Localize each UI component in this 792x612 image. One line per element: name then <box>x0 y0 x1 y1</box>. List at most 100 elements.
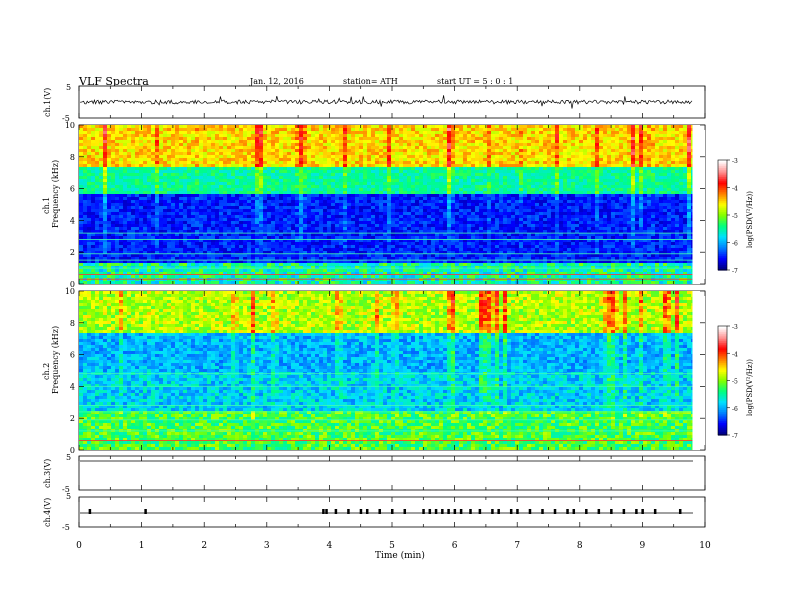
freq-tick-label: 6 <box>70 185 75 194</box>
ch4-spike <box>635 509 638 514</box>
colorbar-tick-label: -5 <box>732 213 738 220</box>
ch4-spike <box>391 509 394 514</box>
ch3-waveform-panel: 5 -5 ch.3(V) <box>43 453 706 494</box>
ch1-spectrogram-panel: 10 8 6 4 2 0 ch.1 Frequency (kHz) <box>42 121 706 289</box>
x-axis-tick-labels: 0 1 2 3 4 5 6 7 8 9 10 <box>76 541 711 551</box>
x-tick-label: 10 <box>699 541 711 551</box>
ch4-spike <box>322 509 325 514</box>
x-tick-label: 5 <box>389 541 395 551</box>
ch4-spike <box>144 509 147 514</box>
freq-tick-label: 0 <box>70 280 75 289</box>
x-tick-label: 3 <box>264 541 270 551</box>
ch4-spike <box>459 509 463 514</box>
ch1-spec-ylabel: Frequency (kHz) <box>51 160 60 228</box>
x-tick-label: 6 <box>452 541 458 551</box>
freq-tick-label: 0 <box>70 446 75 455</box>
start-ut-label: start UT = 5 : 0 : 1 <box>437 77 513 86</box>
ch2-colorbar: -3 -4 -5 -6 -7 log(PSD(V²/Hz)) <box>717 324 754 440</box>
colorbar-tick-label: -6 <box>732 406 738 413</box>
ch4-wave-label: ch.4(V) <box>43 498 52 527</box>
ch4-spike <box>622 509 626 514</box>
ch4-spike <box>447 509 450 514</box>
x-axis-label: Time (min) <box>375 550 425 561</box>
freq-tick-label: 8 <box>70 153 75 162</box>
ch4-spikes <box>88 509 682 514</box>
ch3-wave-tick-bottom: -5 <box>62 485 70 494</box>
ch4-spike <box>88 509 92 514</box>
ch4-spike <box>572 509 576 514</box>
freq-tick-label: 10 <box>65 287 75 296</box>
figure-title: VLF Spectra <box>78 75 149 88</box>
ch4-spike <box>422 509 425 514</box>
ch2-spectrogram-image <box>79 291 705 450</box>
ch4-spike <box>325 509 328 514</box>
ch4-spike <box>469 509 472 514</box>
ch2-spectrogram-panel: 10 8 6 4 2 0 ch.2 Frequency (kHz) <box>42 287 706 455</box>
ch4-wave-tick-top: 5 <box>66 492 71 501</box>
x-tick-label: 2 <box>201 541 207 551</box>
ch4-spike <box>334 509 338 514</box>
x-tick-label: 4 <box>327 541 333 551</box>
ch1-waveform-panel: 5 -5 ch.1(V) <box>43 83 706 123</box>
station-label: station= ATH <box>343 77 398 86</box>
ch3-wave-label: ch.3(V) <box>43 459 52 488</box>
ch1-colorbar-label: log(PSD(V²/Hz)) <box>746 191 754 248</box>
ch4-spike <box>434 509 438 514</box>
ch4-spike <box>528 509 532 514</box>
ch4-spike <box>566 509 569 514</box>
ch4-spike <box>585 509 588 514</box>
ch1-trace <box>79 95 693 109</box>
x-tick-label: 8 <box>577 541 583 551</box>
ch4-spike <box>497 509 500 514</box>
ch4-spike <box>441 509 444 514</box>
ch4-spike <box>428 509 432 514</box>
colorbar-tick-label: -4 <box>732 186 738 193</box>
ch4-spike <box>541 509 544 514</box>
ch4-spike <box>491 509 494 514</box>
x-axis-ticks <box>78 86 706 527</box>
colorbar-tick-label: -3 <box>732 324 738 331</box>
ch3-wave-tick-top: 5 <box>66 453 71 462</box>
ch4-spike <box>610 509 613 514</box>
freq-tick-label: 10 <box>65 121 75 130</box>
colorbar-tick-label: -5 <box>732 379 738 386</box>
ch4-spike <box>347 509 350 514</box>
ch4-spike <box>359 509 363 514</box>
x-tick-label: 0 <box>76 541 82 551</box>
ch4-spike <box>653 509 657 514</box>
ch4-spike <box>478 509 482 514</box>
ch4-spike <box>641 509 644 514</box>
freq-tick-label: 6 <box>70 351 75 360</box>
ch1-spectrogram-image <box>79 125 705 284</box>
x-tick-label: 7 <box>514 541 520 551</box>
colorbar-tick-label: -4 <box>732 351 738 358</box>
ch4-spike <box>365 509 369 514</box>
x-tick-label: 1 <box>139 541 145 551</box>
freq-tick-label: 2 <box>70 248 75 257</box>
colorbar-tick-label: -7 <box>732 268 738 275</box>
ch4-spike <box>516 509 519 514</box>
ch2-spec-label: ch.2 <box>42 363 51 380</box>
freq-tick-label: 4 <box>70 216 75 225</box>
ch2-colorbar-label: log(PSD(V²/Hz)) <box>746 359 754 416</box>
freq-tick-label: 2 <box>70 414 75 423</box>
ch2-spec-ylabel: Frequency (kHz) <box>51 326 60 394</box>
colorbar-tick-label: -7 <box>732 433 738 440</box>
ch4-spike <box>378 509 381 514</box>
ch4-spike <box>597 509 601 514</box>
ch1-wave-label: ch.1(V) <box>43 88 52 117</box>
ch1-wave-tick-bottom: -5 <box>62 114 70 123</box>
ch4-spike <box>403 509 407 514</box>
date-label: Jan. 12, 2016 <box>249 77 304 86</box>
freq-tick-label: 4 <box>70 382 75 391</box>
x-tick-label: 9 <box>640 541 646 551</box>
ch4-spike <box>553 509 557 514</box>
ch4-spike <box>509 509 513 514</box>
ch1-colorbar: -3 -4 -5 -6 -7 log(PSD(V²/Hz)) <box>717 158 754 275</box>
ch4-wave-tick-bottom: -5 <box>62 523 70 532</box>
ch4-waveform-panel: 5 -5 ch.4(V) <box>43 492 706 532</box>
ch1-spec-label: ch.1 <box>42 197 51 214</box>
ch1-wave-tick-top: 5 <box>66 83 71 92</box>
ch4-spike <box>678 509 682 514</box>
